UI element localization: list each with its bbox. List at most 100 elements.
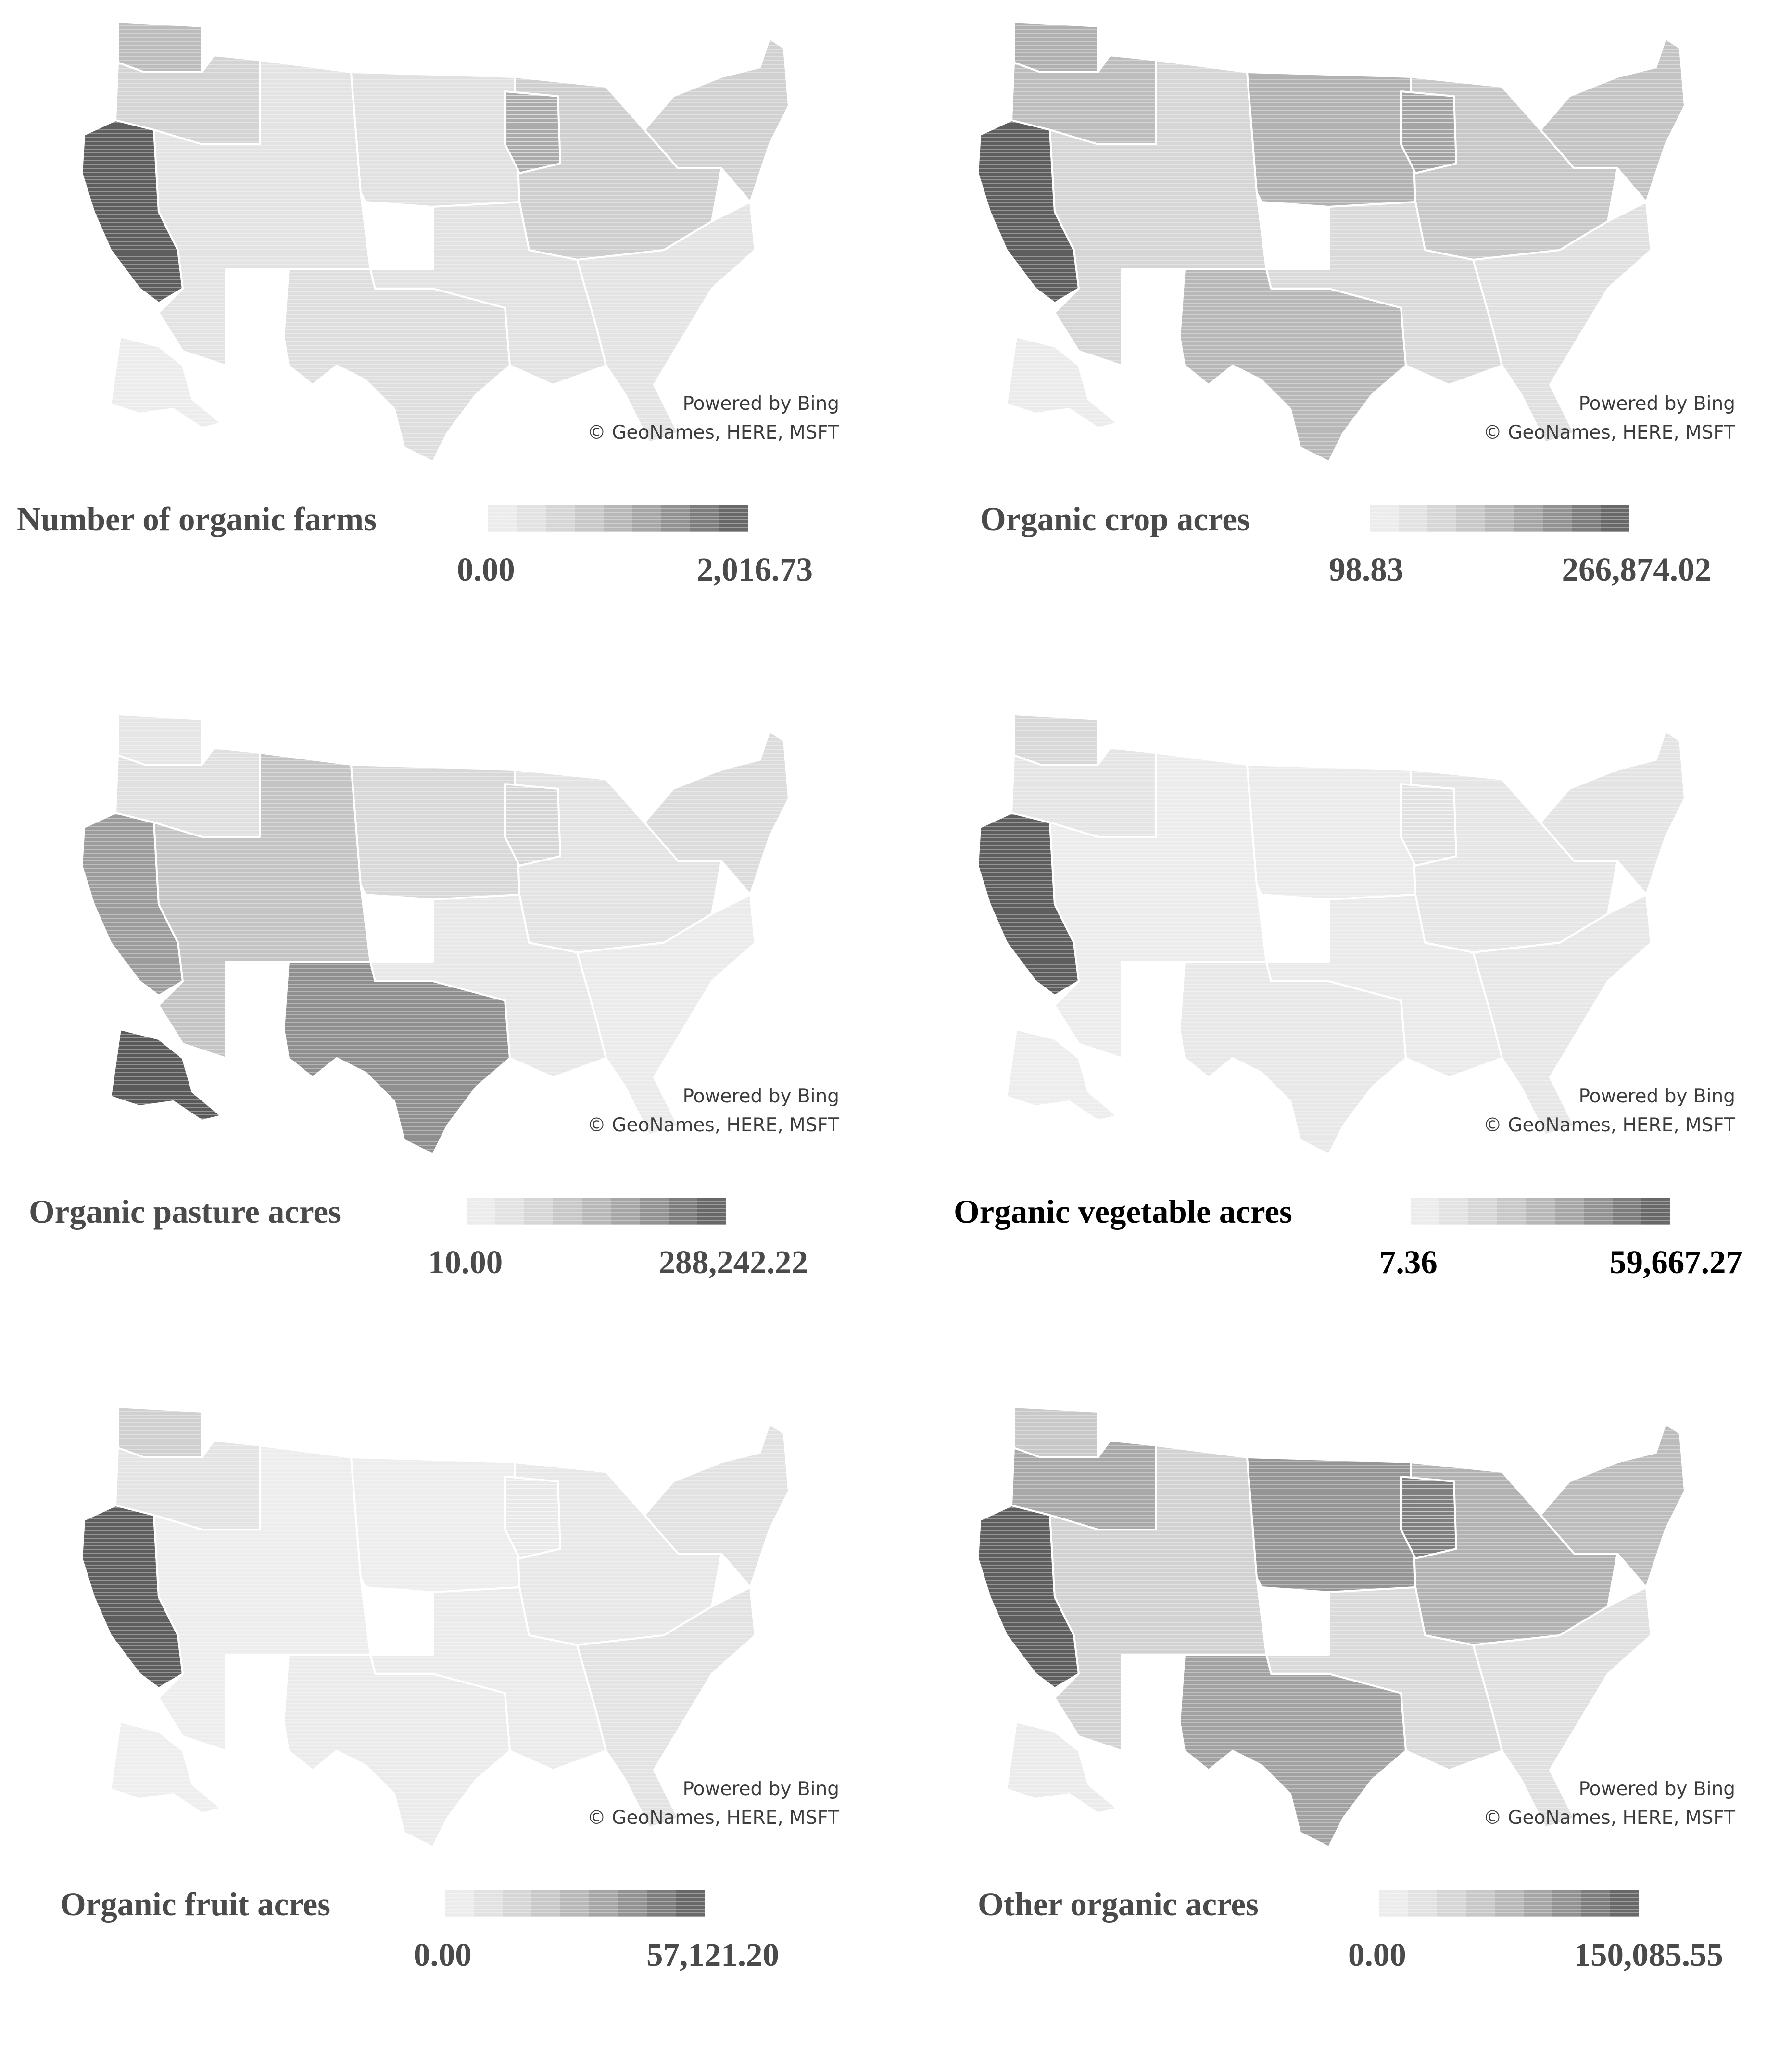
region-hatch-midwest [515,77,721,260]
map-attribution: Powered by Bing © GeoNames, HERE, MSFT [1377,1775,1735,1833]
attribution-powered-by: Powered by Bing [682,1086,839,1107]
region-hatch-northeast [1540,38,1685,202]
legend-ramp-step [524,1198,553,1225]
region-hatch-alaska [111,337,221,428]
region-hatch-northwest [1011,55,1156,144]
legend-ramp-step [1613,1198,1641,1225]
attribution-copyright: © GeoNames, HERE, MSFT [1483,1114,1735,1136]
region-hatch-northwest [115,1441,260,1530]
legend-ramp-step [1437,1890,1466,1917]
region-hatch-alaska [111,1029,221,1121]
region-hatch-mountain [1050,1445,1266,1751]
legend-title: Other organic acres [978,1886,1259,1923]
region-hatch-midwest [1411,77,1617,260]
legend-ramp-step [1411,1198,1439,1225]
legend-ramp-step [1584,1198,1613,1225]
choropleth-map [81,713,790,1155]
region-hatch-mountain [1050,753,1266,1058]
attribution-copyright: © GeoNames, HERE, MSFT [1483,422,1735,443]
legend-ramp-step [531,1890,560,1917]
region-hatch-south [370,895,606,1077]
region-hatch-southeast [577,895,755,1135]
legend-ramp-step [589,1890,618,1917]
map-attribution: Powered by Bing © GeoNames, HERE, MSFT [1377,1082,1735,1140]
legend-ramp-step [669,1198,697,1225]
legend-ramp-step [503,1890,531,1917]
legend-min-value: 98.83 [1329,551,1404,588]
legend-ramp-step [575,505,604,532]
attribution-copyright: © GeoNames, HERE, MSFT [587,1114,839,1136]
region-hatch-pacific [82,120,183,303]
legend-ramp-step [1427,505,1456,532]
legend-max-value: 266,874.02 [1562,551,1712,588]
legend-ramp-step [1408,1890,1437,1917]
attribution-copyright: © GeoNames, HERE, MSFT [587,422,839,443]
legend-color-ramp [445,1890,705,1917]
legend-ramp-step [546,505,575,532]
map-attribution: Powered by Bing © GeoNames, HERE, MSFT [481,1775,839,1833]
legend-color-ramp [488,505,748,532]
region-hatch-northeast [644,731,789,895]
map-attribution: Powered by Bing © GeoNames, HERE, MSFT [1377,390,1735,447]
region-hatch-plains [1247,1457,1415,1592]
legend-title: Number of organic farms [17,501,377,537]
legend-ramp-step [1379,1890,1408,1917]
attribution-copyright: © GeoNames, HERE, MSFT [1483,1807,1735,1829]
map-panel-4: Powered by Bing © GeoNames, HERE, MSFT O… [896,693,1792,1356]
region-hatch-plains [1247,765,1415,899]
region-hatch-northwest [115,748,260,837]
legend-ramp-step [474,1890,503,1917]
legend-color-ramp [1370,505,1629,532]
legend-ramp-step [690,505,719,532]
legend-ramp-step [1514,505,1543,532]
legend-min-value: 0.00 [457,551,515,588]
region-hatch-southeast [577,1587,755,1828]
map-panel-2: Powered by Bing © GeoNames, HERE, MSFT O… [896,0,1792,664]
legend-ramp-step [1439,1198,1468,1225]
legend-ramp-step [560,1890,589,1917]
region-hatch-washington [1014,1407,1098,1457]
region-hatch-washington [118,1407,202,1457]
legend-color-ramp [467,1198,726,1225]
region-hatch-midwest [515,1462,721,1645]
region-hatch-south [1266,202,1502,385]
region-hatch-southeast [1473,202,1651,443]
legend-ramp-step [1555,1198,1584,1225]
region-hatch-washington [1014,714,1098,765]
region-hatch-south [1266,895,1502,1077]
choropleth-map [81,1406,790,1848]
region-hatch-wisconsin [505,1477,560,1558]
legend-ramp-step [719,505,748,532]
region-hatch-texas [1180,269,1406,462]
region-hatch-plains [1247,72,1415,207]
region-hatch-southeast [1473,1587,1651,1828]
region-hatch-plains [351,72,519,207]
region-hatch-mountain [154,1445,370,1751]
region-hatch-south [370,1587,606,1770]
region-hatch-wisconsin [1401,91,1456,173]
region-hatch-alaska [1007,1029,1117,1121]
choropleth-map [977,713,1686,1155]
region-hatch-washington [1014,22,1098,72]
region-hatch-texas [1180,1655,1406,1847]
choropleth-map [977,1406,1686,1848]
legend-ramp-step [611,1198,640,1225]
region-hatch-wisconsin [505,91,560,173]
legend-ramp-step [647,1890,676,1917]
legend-ramp-step [676,1890,705,1917]
region-hatch-south [1266,1587,1502,1770]
legend-ramp-step [488,505,517,532]
legend-ramp-step [1399,505,1427,532]
legend-ramp-step [1581,1890,1610,1917]
legend-ramp-step [445,1890,474,1917]
legend-max-value: 2,016.73 [696,551,813,588]
region-hatch-pacific [978,813,1079,996]
region-hatch-pacific [978,120,1079,303]
region-hatch-pacific [82,813,183,996]
region-hatch-mountain [1050,60,1266,366]
region-hatch-wisconsin [1401,784,1456,866]
legend-max-value: 288,242.22 [658,1244,808,1280]
region-hatch-northwest [1011,748,1156,837]
attribution-powered-by: Powered by Bing [682,393,839,415]
map-panel-3: Powered by Bing © GeoNames, HERE, MSFT O… [0,693,896,1356]
